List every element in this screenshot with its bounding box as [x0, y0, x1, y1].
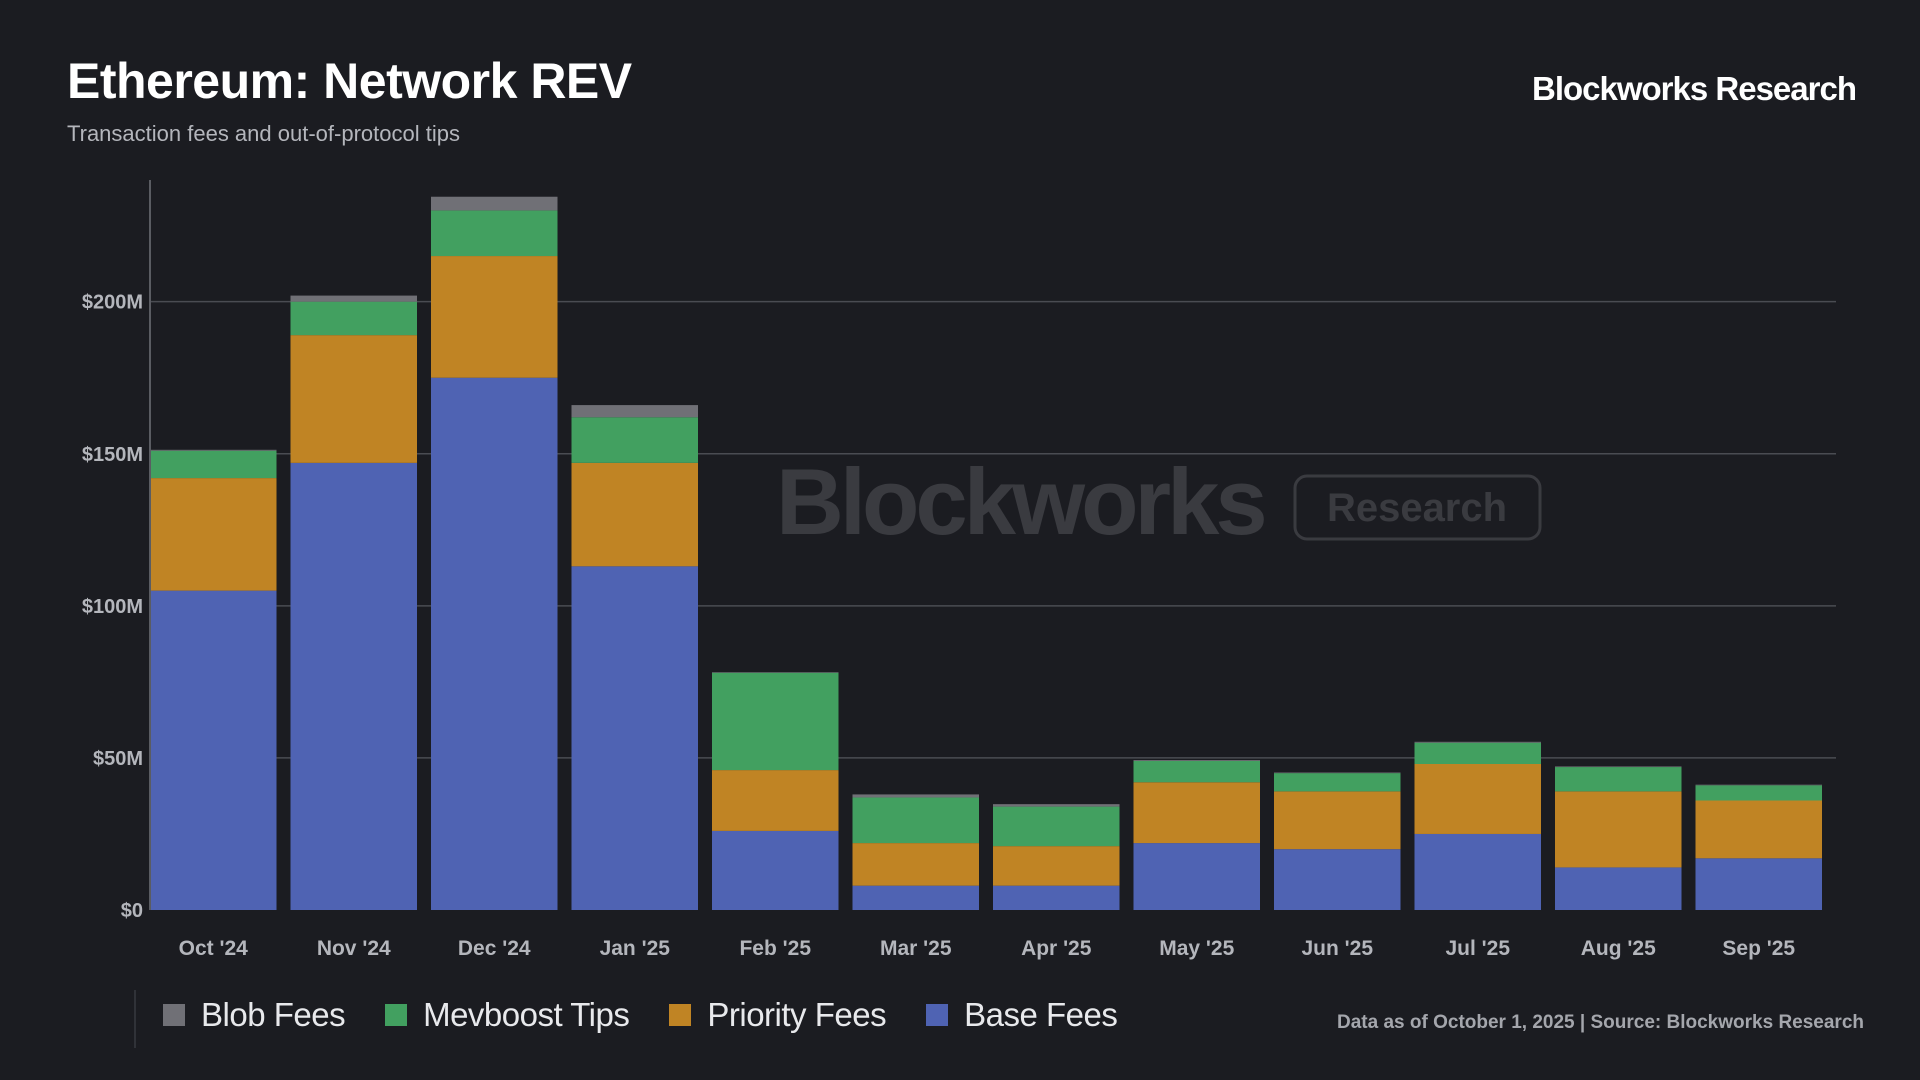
y-tick-label: $0 [121, 900, 143, 922]
legend-item: Base Fees [926, 996, 1118, 1034]
brand-logo-text: Blockworks Research [1531, 70, 1857, 107]
chart-subtitle: Transaction fees and out-of-protocol tip… [67, 121, 460, 146]
y-axis-ticks: $0 $50M $100M $150M $200M [82, 292, 143, 922]
bar-segment-base-fees [431, 377, 558, 910]
bar-segment-priority-fees [150, 478, 277, 591]
bar-segment-base-fees [290, 462, 417, 910]
x-tick-label: Aug '25 [1581, 937, 1656, 960]
bar-segment-blob-fees [1695, 784, 1822, 786]
x-tick-label: Oct '24 [179, 937, 249, 960]
x-tick-label: Jun '25 [1301, 937, 1373, 960]
bar-segment-mevboost-tips [852, 797, 979, 844]
y-tick-label: $50M [93, 748, 143, 770]
legend-swatch [163, 1004, 185, 1026]
bar-segment-blob-fees [1414, 741, 1541, 743]
x-tick-label: Sep '25 [1722, 937, 1795, 960]
x-tick-label: May '25 [1159, 937, 1234, 960]
x-tick-label: Nov '24 [317, 937, 391, 960]
legend-label: Base Fees [964, 996, 1118, 1033]
bar-segment-blob-fees [1555, 766, 1682, 768]
y-tick-label: $100M [82, 596, 143, 618]
bar-segment-blob-fees [1133, 760, 1260, 761]
watermark-wordmark: Blockworks [776, 449, 1264, 554]
bar-segment-priority-fees [993, 846, 1120, 886]
bar-segment-priority-fees [290, 335, 417, 463]
y-tick-label: $150M [82, 444, 143, 466]
legend-swatch [926, 1004, 949, 1026]
legend-label: Priority Fees [707, 996, 887, 1033]
x-tick-label: Dec '24 [458, 937, 531, 960]
bar-segment-priority-fees [1414, 764, 1541, 834]
bar-segment-mevboost-tips [431, 210, 558, 257]
x-tick-label: Jan '25 [600, 937, 671, 960]
bar-segment-priority-fees [1695, 800, 1822, 859]
bar-segment-base-fees [1133, 843, 1260, 910]
x-tick-label: Jul '25 [1445, 937, 1510, 960]
bar-segment-blob-fees [712, 672, 839, 673]
legend-divider [134, 990, 136, 1048]
bar-segment-mevboost-tips [1695, 785, 1822, 801]
legend-swatch [385, 1004, 408, 1026]
bar-segment-mevboost-tips [1555, 767, 1682, 792]
x-axis-ticks: Oct '24 Nov '24 Dec '24 Jan '25 Feb '25 Mar '… [179, 937, 1796, 960]
legend-item: Mevboost Tips [385, 996, 630, 1034]
bar-segment-priority-fees [1555, 791, 1682, 868]
bar-segment-base-fees [1555, 867, 1682, 910]
watermark-tag: Research [1327, 486, 1507, 530]
chart-title: Ethereum: Network REV [67, 53, 632, 109]
bar-segment-mevboost-tips [1133, 760, 1260, 783]
bar-segment-blob-fees [1274, 772, 1401, 774]
bar-segment-mevboost-tips [1414, 742, 1541, 764]
bar-segment-base-fees [150, 590, 277, 910]
legend-item: Priority Fees [669, 996, 887, 1034]
legend-label: Mevboost Tips [423, 996, 630, 1033]
bar-segment-priority-fees [571, 462, 698, 567]
bar-segment-mevboost-tips [571, 417, 698, 463]
x-tick-label: Apr '25 [1021, 937, 1092, 960]
bar-segment-base-fees [852, 885, 979, 910]
y-tick-label: $200M [82, 292, 143, 314]
bars [150, 196, 1822, 910]
bar-segment-mevboost-tips [993, 806, 1120, 847]
x-tick-label: Feb '25 [739, 937, 811, 960]
bar-segment-priority-fees [431, 256, 558, 378]
legend-swatch [669, 1004, 692, 1026]
bar-segment-blob-fees [993, 804, 1120, 807]
bar-segment-mevboost-tips [150, 450, 277, 479]
bar-segment-base-fees [993, 885, 1120, 910]
bar-segment-mevboost-tips [290, 301, 417, 336]
x-tick-label: Mar '25 [880, 937, 952, 960]
bar-segment-mevboost-tips [1274, 773, 1401, 792]
watermark: Blockworks Research [776, 449, 1542, 554]
bar-segment-base-fees [1274, 849, 1401, 910]
bar-segment-base-fees [1695, 858, 1822, 910]
watermark-tag-box [1293, 474, 1542, 541]
bar-segment-base-fees [1414, 833, 1541, 910]
legend: Blob Fees Mevboost Tips Priority Fees Base … [163, 996, 1118, 1034]
bar-segment-priority-fees [1133, 782, 1260, 844]
bar-segment-base-fees [712, 830, 839, 910]
bar-segment-blob-fees [571, 405, 698, 418]
bar-segment-mevboost-tips [712, 672, 839, 771]
bar-segment-base-fees [571, 566, 698, 910]
bar-segment-priority-fees [712, 770, 839, 831]
legend-item: Blob Fees [163, 996, 346, 1034]
bar-segment-blob-fees [150, 449, 277, 451]
bar-segment-priority-fees [852, 843, 979, 886]
bar-segment-blob-fees [290, 295, 417, 302]
legend-label: Blob Fees [201, 996, 346, 1033]
bar-segment-priority-fees [1274, 791, 1401, 850]
bar-segment-blob-fees [852, 794, 979, 798]
footnote: Data as of October 1, 2025 | Source: Blo… [1337, 1012, 1864, 1033]
bar-segment-blob-fees [431, 196, 558, 211]
